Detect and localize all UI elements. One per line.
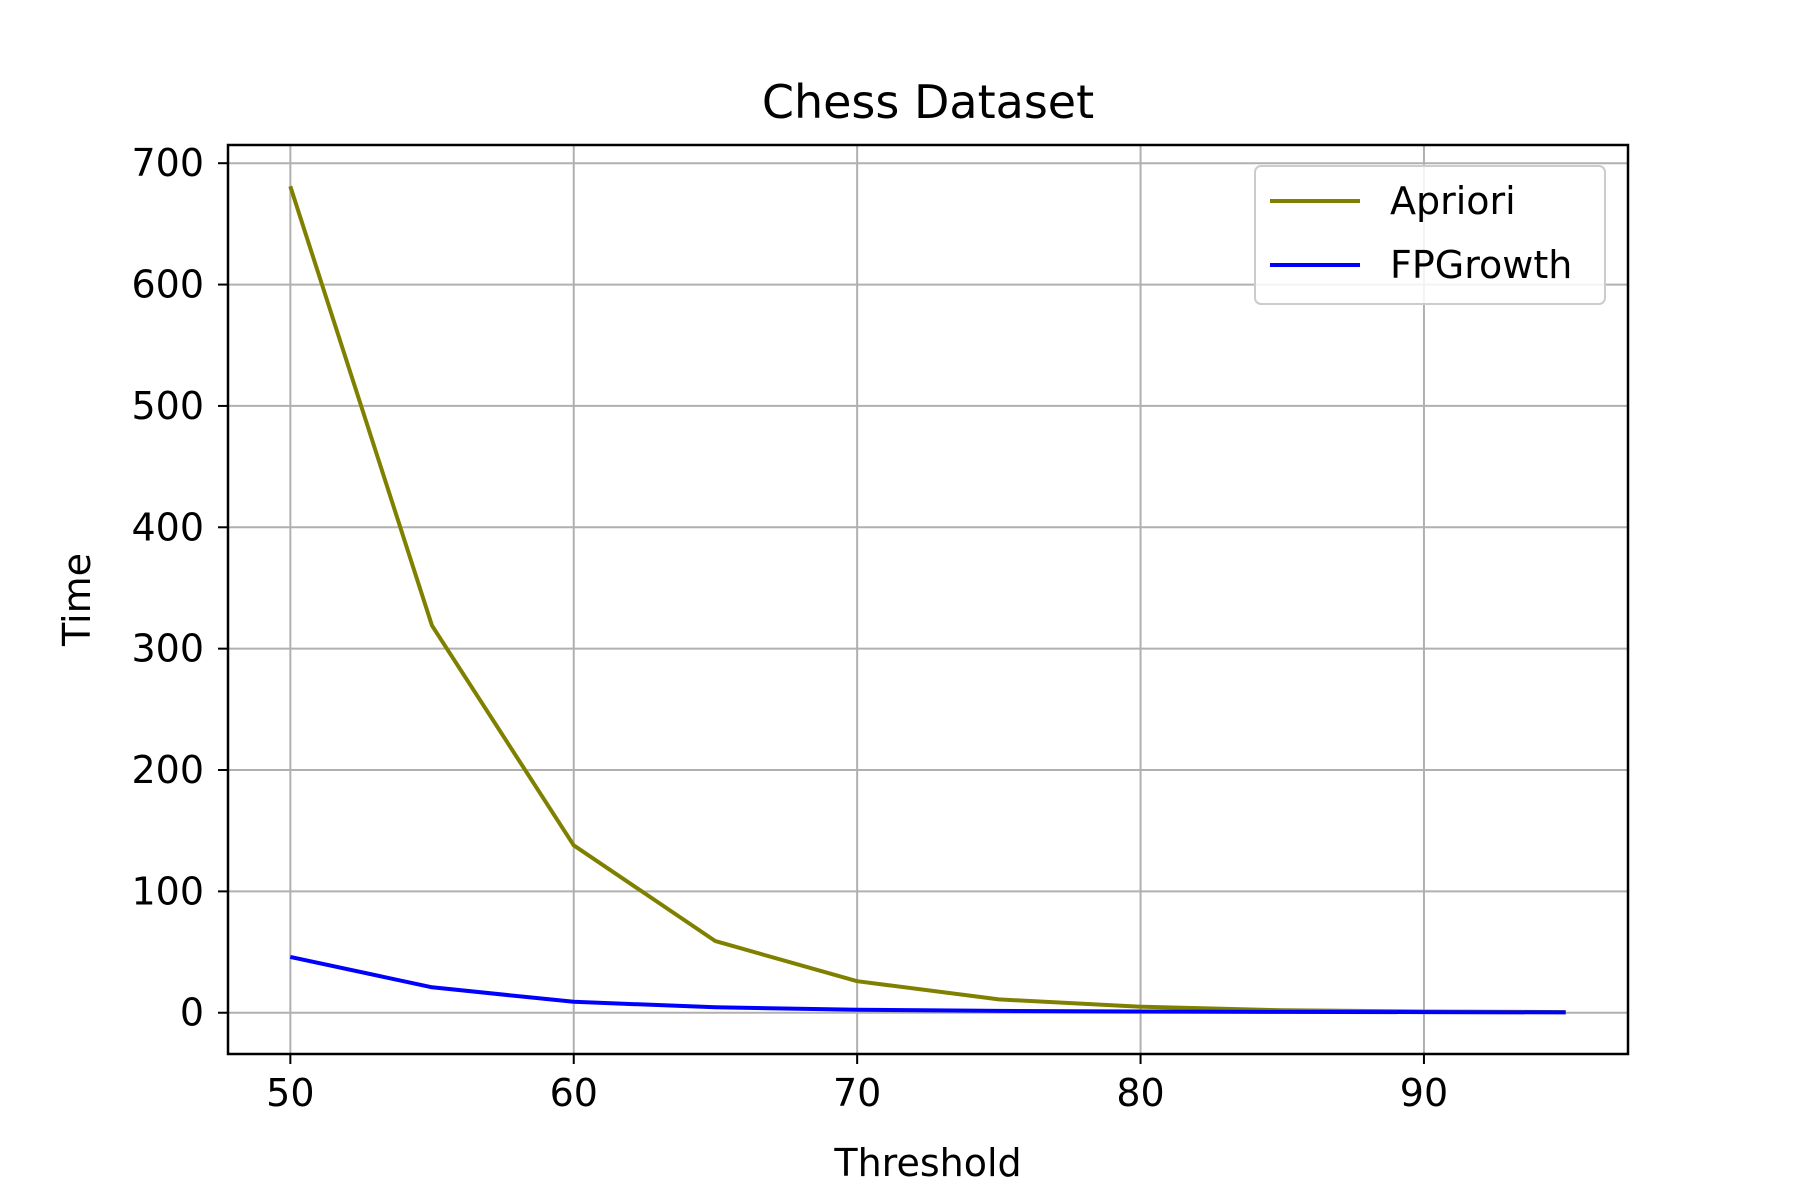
legend: Apriori FPGrowth <box>1254 165 1606 305</box>
y-tick-label: 700 <box>131 141 204 185</box>
legend-label-fpgrowth: FPGrowth <box>1390 243 1572 287</box>
x-tick-label: 90 <box>1400 1071 1448 1115</box>
y-tick-label: 200 <box>131 748 204 792</box>
y-axis-label: Time <box>55 553 99 647</box>
y-tick-label: 0 <box>180 991 204 1035</box>
x-tick-label: 80 <box>1116 1071 1164 1115</box>
plot-frame <box>226 143 1630 1056</box>
x-tick-label: 60 <box>550 1071 598 1115</box>
chart-title: Chess Dataset <box>762 75 1094 129</box>
y-tick-label: 400 <box>131 505 204 549</box>
y-axis-ticks: 0 100 200 300 400 500 600 700 <box>131 141 228 1035</box>
y-tick-label: 100 <box>131 869 204 913</box>
grid-lines <box>228 145 1628 1054</box>
y-tick-label: 600 <box>131 263 204 307</box>
x-axis-label: Threshold <box>833 1141 1021 1185</box>
legend-label-apriori: Apriori <box>1390 179 1516 223</box>
series-layer <box>288 185 1566 1015</box>
y-tick-label: 300 <box>131 627 204 671</box>
x-axis-ticks: 50 60 70 80 90 <box>266 1054 1448 1115</box>
x-tick-label: 70 <box>833 1071 881 1115</box>
y-tick-label: 500 <box>131 384 204 428</box>
x-tick-label: 50 <box>266 1071 314 1115</box>
series-line-fpgrowth <box>289 954 1566 1015</box>
